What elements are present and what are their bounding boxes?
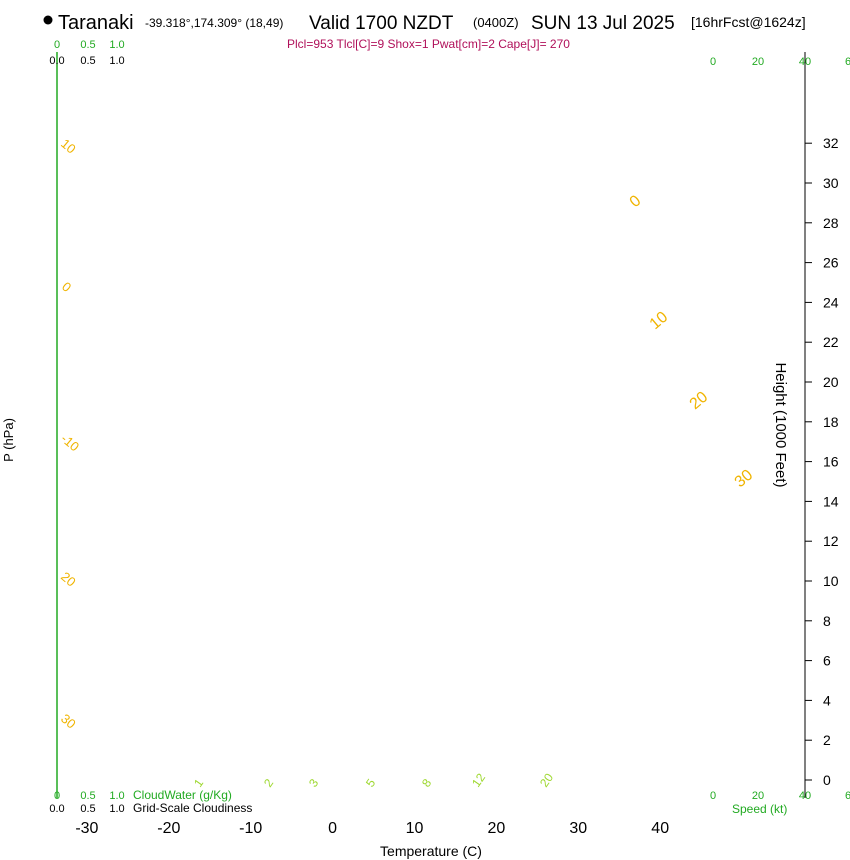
mixing-ratio-label: 2 — [261, 776, 276, 790]
cloudiness-title: Grid-Scale Cloudiness — [133, 801, 252, 815]
temperature-tick-label: 40 — [651, 820, 669, 837]
cloudiness-top-tick-label: 0.5 — [80, 55, 95, 67]
speed-axis-title: Speed (kt) — [732, 802, 787, 816]
moist-adiabat-label: 30 — [732, 467, 757, 492]
dry-adiabat-label: 20 — [58, 569, 79, 590]
station-coords: -39.318°,174.309° (18,49) — [145, 16, 283, 30]
height-tick-label: 8 — [823, 613, 831, 629]
speed-bottom-tick-label: 40 — [799, 790, 811, 802]
dry-adiabat-label: -10 — [58, 431, 82, 455]
temperature-tick-label: 10 — [406, 820, 424, 837]
speed-top-tick-label: 0 — [710, 56, 716, 68]
height-tick-label: 12 — [823, 533, 839, 549]
height-tick-label: 22 — [823, 334, 839, 350]
cloudwater-top-tick-label: 1.0 — [109, 39, 124, 51]
mixing-ratio-label: 12 — [469, 770, 488, 789]
valid-time: Valid 1700 NZDT — [309, 13, 454, 34]
cloudwater-tick-label: 0 — [54, 790, 60, 802]
dry-adiabat-label: 0 — [59, 279, 74, 295]
station-dot-icon — [43, 15, 53, 25]
height-axis-title: Height (1000 Feet) — [772, 362, 789, 487]
height-tick-label: 2 — [823, 732, 831, 748]
sounding-params: Plcl=953 Tlcl[C]=9 Shox=1 Pwat[cm]=2 Cap… — [287, 37, 570, 51]
height-tick-label: 30 — [823, 175, 839, 191]
speed-top-tick-label: 40 — [799, 56, 811, 68]
temperature-tick-label: 20 — [488, 820, 506, 837]
height-tick-label: 32 — [823, 135, 839, 151]
temperature-tick-label: 0 — [328, 820, 337, 837]
valid-utc: (0400Z) — [473, 15, 519, 30]
valid-date: SUN 13 Jul 2025 — [531, 13, 675, 34]
mixing-ratio-label: 20 — [537, 770, 556, 789]
cloudiness-top-tick-label: 1.0 — [109, 55, 124, 67]
forecast-info: [16hrFcst@1624z] — [691, 14, 806, 30]
cloudwater-title: CloudWater (g/Kg) — [133, 788, 232, 802]
moist-adiabat-label: 0 — [627, 192, 645, 211]
station-name: Taranaki — [58, 12, 134, 34]
height-tick-label: 6 — [823, 653, 831, 669]
height-tick-label: 28 — [823, 215, 839, 231]
height-tick-label: 18 — [823, 414, 839, 430]
height-tick-label: 14 — [823, 493, 839, 509]
temperature-tick-label: -10 — [239, 820, 262, 837]
cloudwater-tick-label: 0.5 — [80, 790, 95, 802]
height-tick-label: 20 — [823, 374, 839, 390]
dry-adiabat-label: 30 — [58, 711, 79, 732]
height-tick-label: 0 — [823, 772, 831, 788]
y-axis-title: P (hPa) — [1, 418, 16, 462]
moist-adiabat-label: 20 — [687, 389, 712, 414]
speed-top-tick-label: 20 — [752, 56, 764, 68]
temperature-tick-label: -30 — [75, 820, 98, 837]
axes: 2503004005007008501000-30-20-10010203040… — [49, 39, 850, 837]
x-axis-title: Temperature (C) — [380, 843, 482, 859]
height-tick-label: 24 — [823, 294, 839, 310]
cloudwater-tick-label: 1.0 — [109, 790, 124, 802]
dry-adiabat-label: 10 — [58, 136, 79, 157]
height-tick-label: 4 — [823, 692, 831, 708]
cloudwater-top-tick-label: 0 — [54, 39, 60, 51]
cloudiness-tick-label: 0.0 — [49, 803, 64, 815]
temperature-tick-label: -20 — [157, 820, 180, 837]
speed-top-tick-label: 6 — [845, 56, 850, 68]
mixing-ratio-label: 8 — [419, 776, 434, 790]
cloudiness-tick-label: 1.0 — [109, 803, 124, 815]
speed-bottom-tick-label: 20 — [752, 790, 764, 802]
moist-adiabat-label: 10 — [647, 309, 672, 334]
temperature-tick-label: 30 — [569, 820, 587, 837]
speed-bottom-tick-label: 6 — [845, 790, 850, 802]
mixing-ratio-label: 3 — [306, 776, 321, 790]
cloudwater-top-tick-label: 0.5 — [80, 39, 95, 51]
cloudiness-tick-label: 0.5 — [80, 803, 95, 815]
height-tick-label: 10 — [823, 573, 839, 589]
mixing-ratio-label: 5 — [363, 776, 378, 790]
height-tick-label: 16 — [823, 454, 839, 470]
height-tick-label: 26 — [823, 255, 839, 271]
cloudiness-top-tick-label: 0.0 — [49, 55, 64, 67]
speed-bottom-tick-label: 0 — [710, 790, 716, 802]
